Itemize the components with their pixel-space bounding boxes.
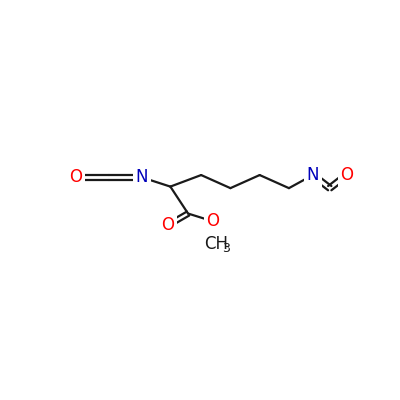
Text: O: O xyxy=(69,168,82,186)
Text: CH: CH xyxy=(204,235,228,253)
Text: O: O xyxy=(340,166,353,184)
Text: O: O xyxy=(162,216,174,234)
Text: 3: 3 xyxy=(222,242,230,256)
Text: O: O xyxy=(206,212,219,230)
Text: N: N xyxy=(306,166,319,184)
Text: N: N xyxy=(136,168,148,186)
